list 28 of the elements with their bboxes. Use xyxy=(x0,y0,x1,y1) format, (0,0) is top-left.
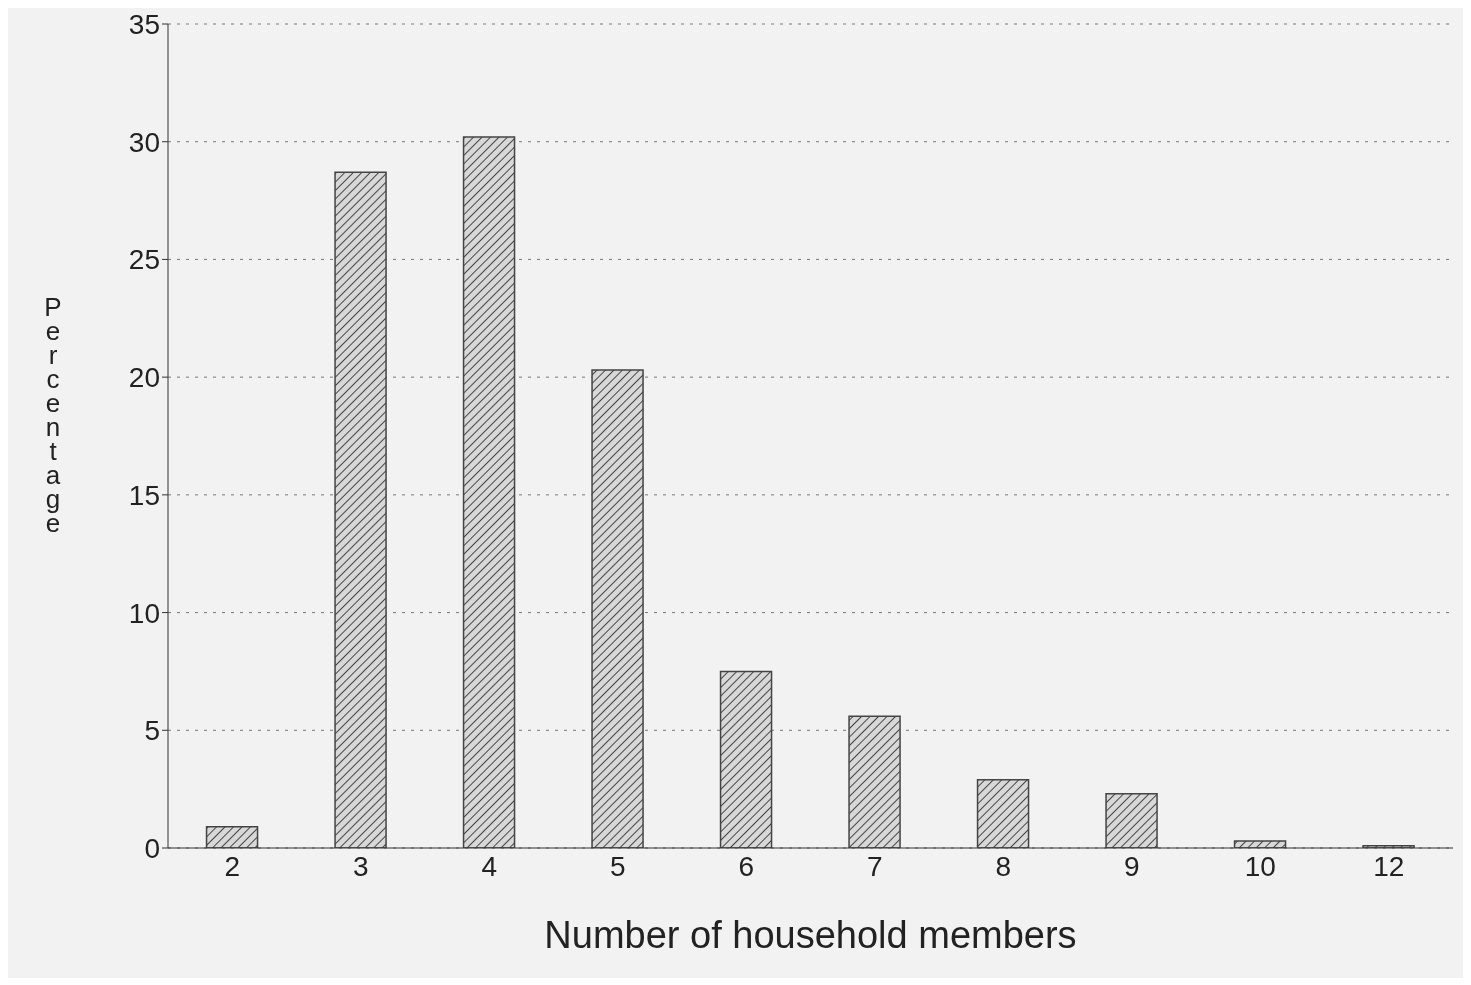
bar xyxy=(462,136,516,848)
bar xyxy=(1105,793,1158,848)
bar xyxy=(205,826,259,848)
y-tick-label: 15 xyxy=(128,479,160,511)
x-tick-label: 8 xyxy=(995,850,1012,882)
bar xyxy=(719,670,773,848)
x-tick-label: 6 xyxy=(738,850,755,882)
x-axis-title: Number of household members xyxy=(544,914,1077,956)
y-tick-label: 30 xyxy=(128,126,160,158)
x-tick-label: 5 xyxy=(609,850,626,882)
y-tick-label: 20 xyxy=(128,362,160,394)
y-tick-label: 10 xyxy=(128,597,160,629)
x-tick-label: 10 xyxy=(1244,850,1276,882)
x-tick-label: 12 xyxy=(1373,850,1405,882)
bar xyxy=(591,369,644,848)
bar xyxy=(334,171,387,848)
text: Percentage xyxy=(44,292,62,538)
y-tick-label: 5 xyxy=(144,715,160,747)
bar xyxy=(976,778,1030,848)
x-tick-label: 9 xyxy=(1123,850,1140,882)
bar xyxy=(848,715,901,848)
x-tick-label: 4 xyxy=(481,850,498,882)
x-tick-label: 2 xyxy=(224,850,241,882)
x-tick-label: 7 xyxy=(866,850,883,882)
y-tick-label: 25 xyxy=(128,244,160,276)
y-tick-label: 0 xyxy=(144,832,160,864)
x-tick-label: 3 xyxy=(352,850,369,882)
y-tick-label: 35 xyxy=(128,8,160,40)
